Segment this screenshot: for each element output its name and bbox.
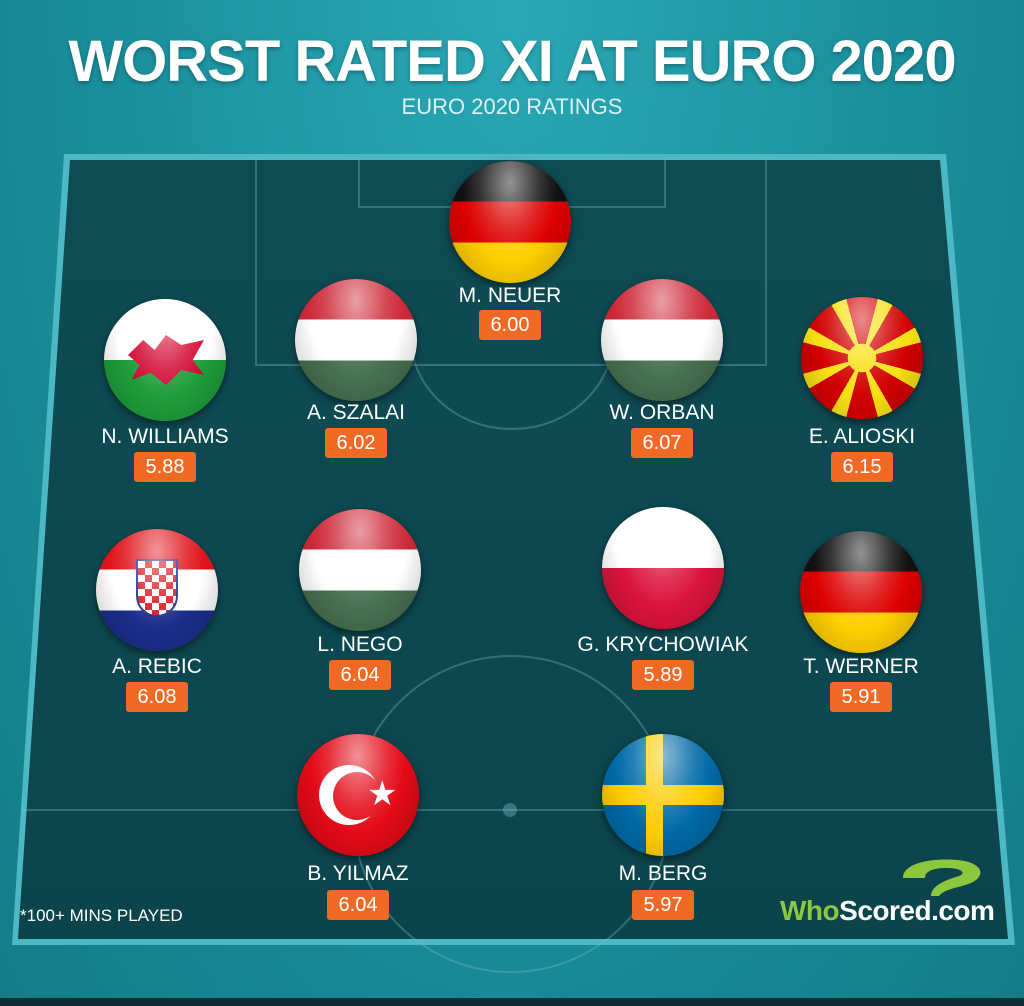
germany-flag-icon [449,161,571,283]
hungary-flag-icon [295,279,417,401]
player-name: E. ALIOSKI [808,425,916,448]
north-macedonia-flag-icon [801,297,923,419]
rating-badge: 5.97 [632,890,694,920]
poland-flag-icon [602,507,724,629]
player-name: A. REBIC [112,655,202,678]
player-name: A. SZALAI [306,401,406,424]
player-name: B. YILMAZ [307,862,409,885]
footnote: *100+ MINS PLAYED [20,906,183,925]
centre-spot [503,803,517,817]
turkey-flag-icon: ★ [297,734,419,856]
bottom-bar [0,998,1024,1006]
croatia-flag-icon [96,529,218,651]
sweden-flag-icon [602,734,724,856]
rating-badge: 6.04 [327,890,389,920]
player-name: L. NEGO [317,633,403,656]
player-name: M. BERG [618,862,708,885]
hungary-flag-icon [601,279,723,401]
player-name: W. ORBAN [609,401,715,424]
rating-badge: 6.08 [126,682,188,712]
rating-badge: 5.89 [632,660,694,690]
wales-flag-icon [104,299,226,421]
page-subtitle: EURO 2020 RATINGS [401,94,623,119]
rating-badge: 6.15 [831,452,893,482]
rating-badge: 5.88 [134,452,196,482]
page-title: WORST RATED XI AT EURO 2020 [68,29,956,94]
rating-badge: 6.04 [329,660,391,690]
rating-badge: 6.07 [631,428,693,458]
rating-badge: 6.02 [325,428,387,458]
question-mark-icon [903,859,981,896]
whoscored-logo: WhoScored.com [780,895,995,926]
rating-badge: 6.00 [479,310,541,340]
player-name: T. WERNER [803,655,919,678]
player-name: G. KRYCHOWIAK [577,633,749,656]
germany-flag-icon [800,531,922,653]
rating-badge: 5.91 [830,682,892,712]
player-name: N. WILLIAMS [101,425,229,448]
hungary-flag-icon [299,509,421,631]
player-name: M. NEUER [458,284,562,307]
